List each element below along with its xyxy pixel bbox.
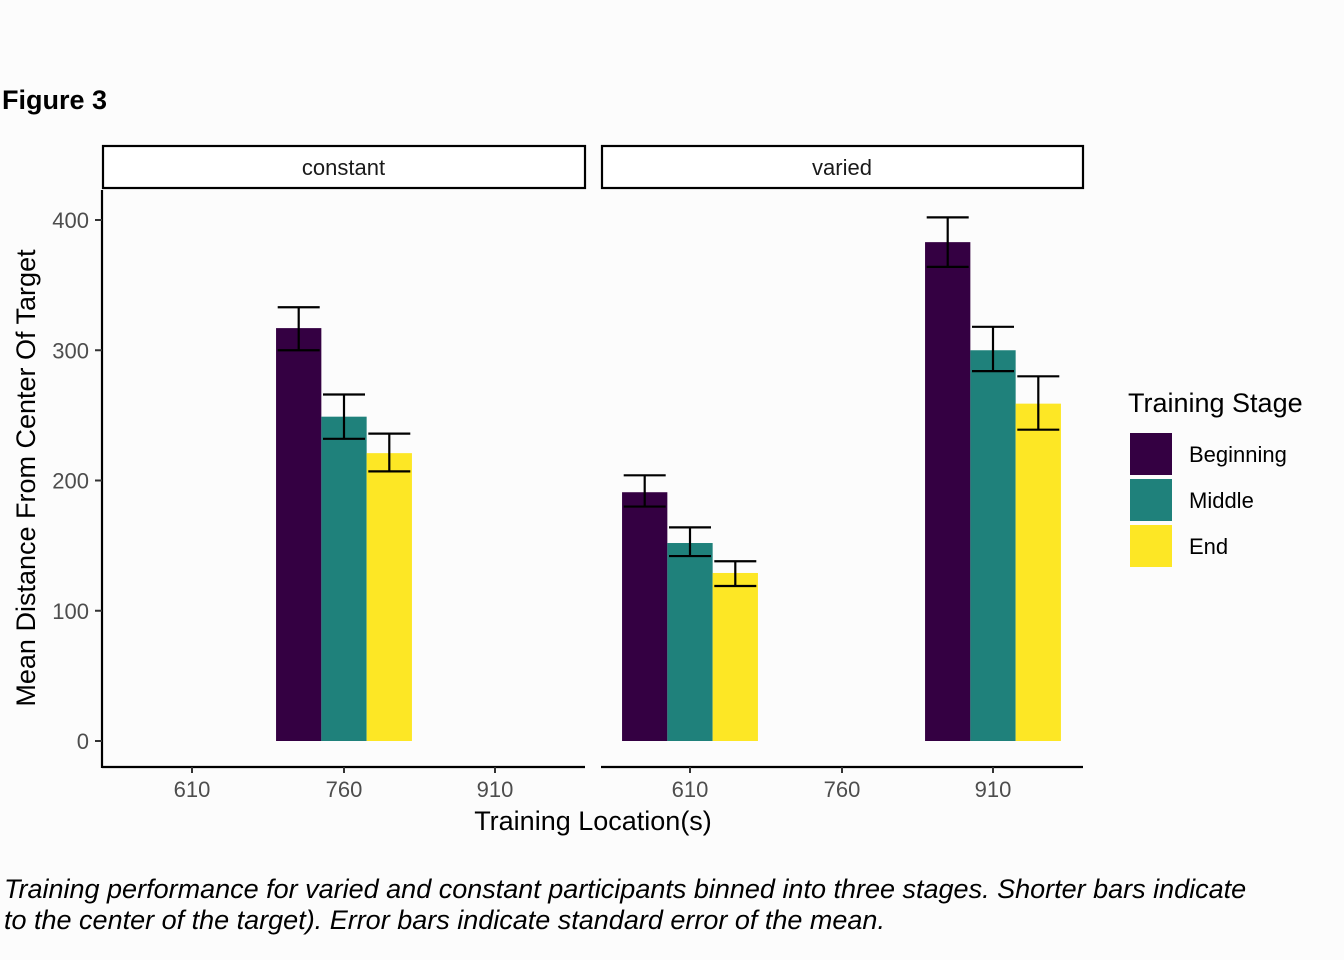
figure-label: Figure 3 xyxy=(2,85,108,115)
panels: constant 610 760 910 varied 610 760 910 xyxy=(101,144,1085,802)
legend-label-middle: Middle xyxy=(1189,488,1254,513)
legend-key-end xyxy=(1130,525,1172,567)
caption-line-2: to the center of the target). Error bars… xyxy=(4,905,885,935)
error-bar xyxy=(669,526,711,558)
panel-constant: constant 610 760 910 xyxy=(101,144,587,802)
bar-610-beginning xyxy=(622,492,668,741)
panel-strip xyxy=(101,144,587,190)
panel-strip xyxy=(600,144,1085,190)
chart: constant 610 760 910 varied 610 760 910 0 100 200… xyxy=(11,144,1303,836)
error-bar xyxy=(368,432,411,473)
x-tick-label: 610 xyxy=(174,777,211,802)
bar-910-beginning xyxy=(925,242,971,741)
bar-910-end xyxy=(1015,403,1061,741)
y-axis-label: Mean Distance From Center Of Target xyxy=(11,249,41,707)
error-bar xyxy=(714,560,757,588)
caption-line-1: Training performance for varied and cons… xyxy=(4,874,1247,904)
legend-key-middle xyxy=(1130,479,1172,521)
figure-caption: Training performance for varied and cons… xyxy=(4,874,1344,936)
y-tick-label: 300 xyxy=(52,338,89,363)
bar-760-end xyxy=(366,453,412,741)
panel-varied: varied 610 760 910 xyxy=(600,144,1085,802)
x-axis-label: Training Location(s) xyxy=(474,806,712,836)
legend-title: Training Stage xyxy=(1128,388,1303,418)
y-tick-label: 200 xyxy=(52,469,89,494)
error-bar xyxy=(972,325,1014,373)
x-tick-label: 610 xyxy=(672,777,709,802)
error-bar xyxy=(1017,375,1060,431)
y-tick-label: 0 xyxy=(77,729,89,754)
error-bar xyxy=(277,306,320,352)
legend-key-beginning xyxy=(1130,433,1172,475)
bar-760-beginning xyxy=(276,328,322,741)
bar-910-middle xyxy=(970,350,1016,741)
panel-title: varied xyxy=(812,155,872,180)
legend-label-beginning: Beginning xyxy=(1189,442,1287,467)
panel-title: constant xyxy=(302,155,385,180)
legend: Training Stage Beginning Middle End xyxy=(1128,388,1303,567)
error-bar xyxy=(926,216,969,268)
error-bar xyxy=(323,393,365,440)
y-axis: 0 100 200 300 400 xyxy=(52,190,104,768)
bar-610-middle xyxy=(667,543,713,741)
bar-760-middle xyxy=(321,416,367,741)
x-tick-label: 760 xyxy=(326,777,363,802)
x-tick-label: 910 xyxy=(477,777,514,802)
legend-label-end: End xyxy=(1189,534,1228,559)
x-tick-label: 760 xyxy=(824,777,861,802)
x-tick-label: 910 xyxy=(975,777,1012,802)
y-tick-label: 400 xyxy=(52,208,89,233)
error-bar xyxy=(623,474,666,508)
y-tick-label: 100 xyxy=(52,599,89,624)
bar-610-end xyxy=(712,572,758,741)
